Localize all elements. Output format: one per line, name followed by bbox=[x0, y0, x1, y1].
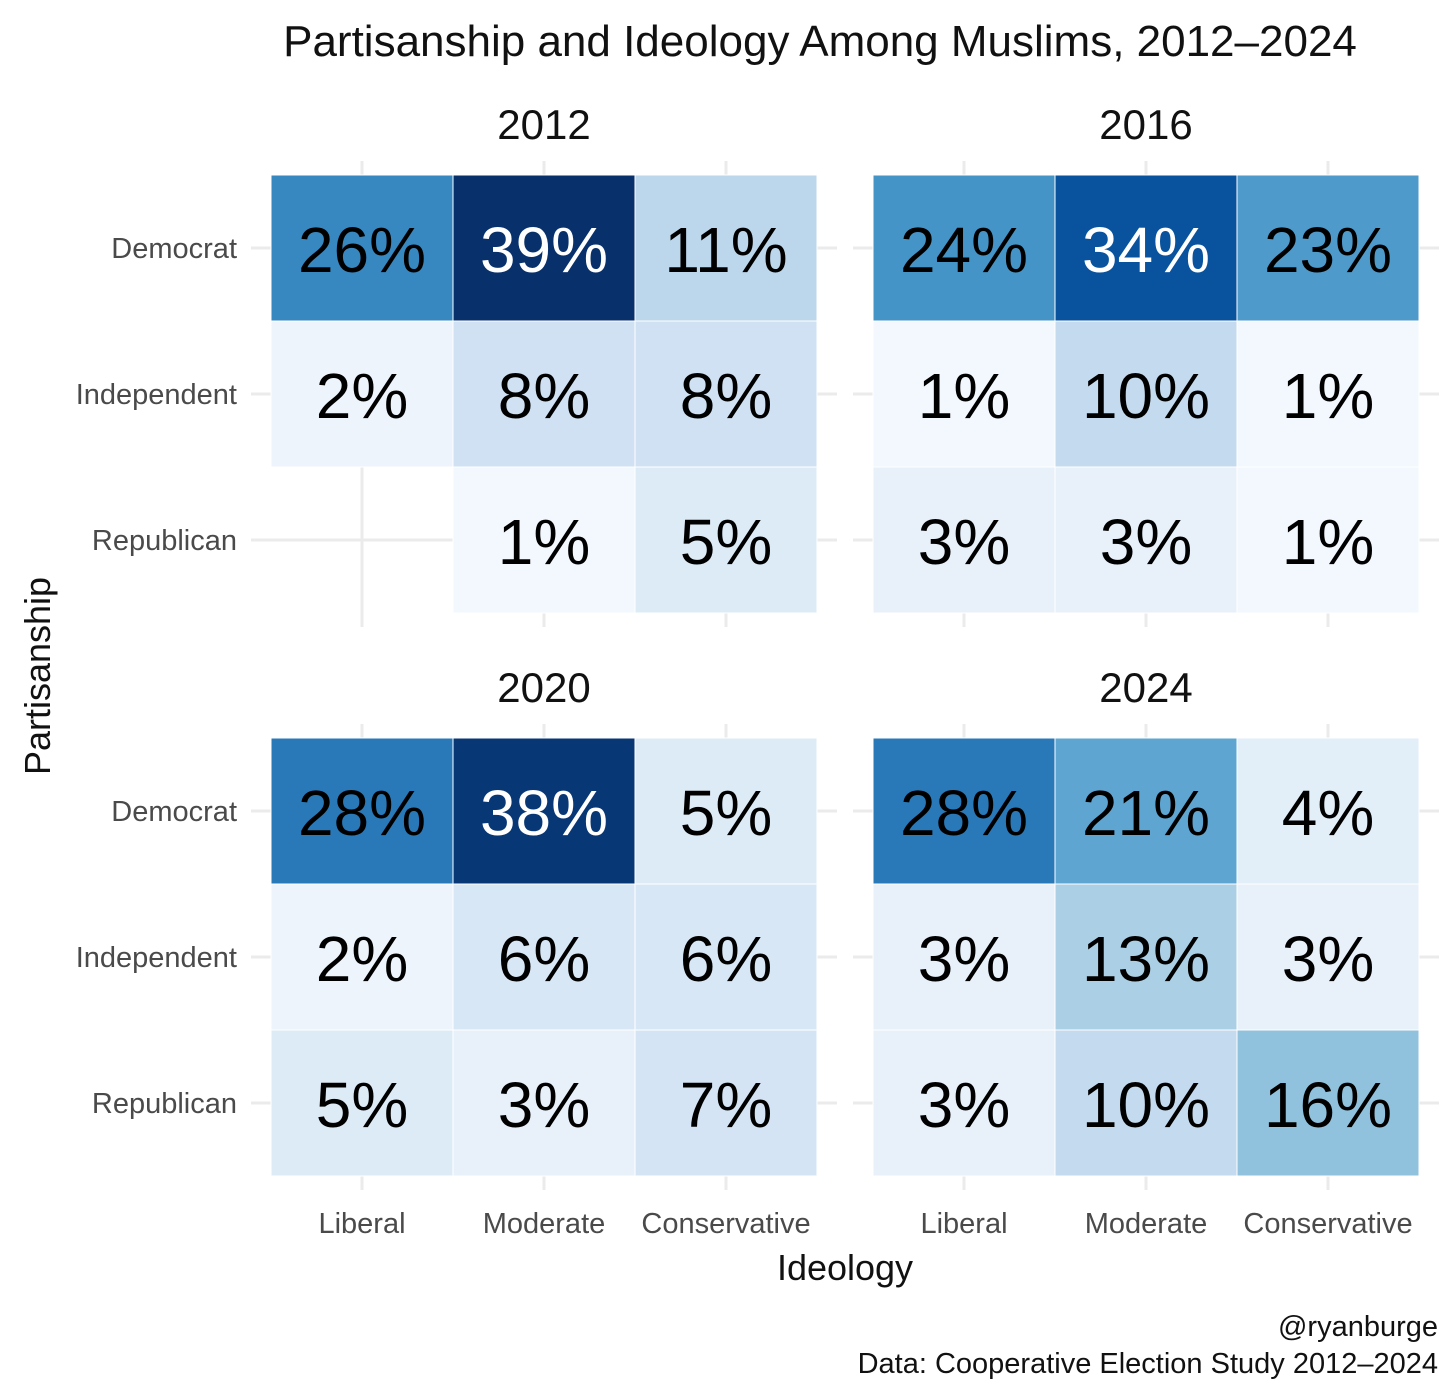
heatmap-tile bbox=[634, 737, 818, 885]
tile-value-label: 11% bbox=[664, 214, 787, 286]
tile-value-label: 10% bbox=[1082, 360, 1210, 432]
heatmap-tile bbox=[634, 1029, 818, 1177]
heatmap-tile bbox=[634, 174, 818, 322]
tile-value-label: 3% bbox=[918, 923, 1011, 995]
tile-value-label: 3% bbox=[1100, 506, 1193, 578]
caption-handle: @ryanburge bbox=[1278, 1311, 1438, 1343]
heatmap-tile bbox=[1054, 174, 1238, 322]
tile-value-label: 6% bbox=[680, 923, 773, 995]
heatmap-tile bbox=[270, 320, 454, 468]
facet-title: 2024 bbox=[1099, 664, 1192, 711]
tile-value-label: 26% bbox=[298, 214, 426, 286]
facet-panel-2024: 2024 28% 21% 4% 3% 13% 3% 3% 10% 16% Liberal Modera… bbox=[853, 664, 1439, 1240]
tile-value-label: 1% bbox=[498, 506, 591, 578]
y-axis-title: Partisanship bbox=[17, 577, 58, 775]
heatmap-tile bbox=[452, 737, 636, 885]
facet-title: 2016 bbox=[1099, 101, 1192, 148]
tile-value-label: 2% bbox=[316, 360, 409, 432]
x-tick-label: Liberal bbox=[318, 1208, 405, 1240]
x-tick-label: Moderate bbox=[1085, 1208, 1208, 1240]
tile-value-label: 10% bbox=[1082, 1069, 1210, 1141]
tile-value-label: 5% bbox=[680, 777, 773, 849]
heatmap-tile bbox=[1236, 1029, 1420, 1177]
heatmap-tile bbox=[1054, 1029, 1238, 1177]
heatmap-tile bbox=[1054, 320, 1238, 468]
tile-value-label: 21% bbox=[1082, 777, 1210, 849]
heatmap-tile bbox=[872, 320, 1056, 468]
heatmap-tile bbox=[872, 466, 1056, 614]
heatmap-tile bbox=[872, 883, 1056, 1031]
tile-value-label: 7% bbox=[680, 1069, 773, 1141]
tile-value-label: 5% bbox=[680, 506, 773, 578]
heatmap-tile bbox=[634, 320, 818, 468]
tile-value-label: 5% bbox=[316, 1069, 409, 1141]
heatmap-tile bbox=[270, 737, 454, 885]
heatmap-tile bbox=[872, 174, 1056, 322]
tile-value-label: 1% bbox=[918, 360, 1011, 432]
heatmap-tile bbox=[452, 1029, 636, 1177]
x-tick-label: Moderate bbox=[483, 1208, 606, 1240]
tile-value-label: 16% bbox=[1264, 1069, 1392, 1141]
tile-value-label: 4% bbox=[1282, 777, 1375, 849]
heatmap-tile bbox=[1236, 737, 1420, 885]
tile-value-label: 2% bbox=[316, 923, 409, 995]
y-tick-label: Democrat bbox=[111, 796, 237, 828]
tile-value-label: 3% bbox=[1282, 923, 1375, 995]
y-tick-label: Independent bbox=[76, 379, 237, 411]
tile-value-label: 28% bbox=[900, 777, 1028, 849]
heatmap-tile bbox=[1236, 174, 1420, 322]
heatmap-tile bbox=[634, 883, 818, 1031]
y-tick-label: Republican bbox=[92, 1088, 237, 1120]
tile-value-label: 8% bbox=[498, 360, 591, 432]
heatmap-tile bbox=[1236, 466, 1420, 614]
tile-value-label: 23% bbox=[1264, 214, 1392, 286]
x-tick-label: Conservative bbox=[1243, 1208, 1412, 1240]
y-tick-label: Democrat bbox=[111, 233, 237, 265]
caption-source: Data: Cooperative Election Study 2012–20… bbox=[858, 1348, 1438, 1380]
y-tick-label: Independent bbox=[76, 942, 237, 974]
x-tick-label: Conservative bbox=[641, 1208, 810, 1240]
facet-title: 2020 bbox=[497, 664, 590, 711]
heatmap-tile bbox=[1236, 883, 1420, 1031]
facet-title: 2012 bbox=[497, 101, 590, 148]
tile-value-label: 6% bbox=[498, 923, 591, 995]
heatmap-tile bbox=[452, 466, 636, 614]
heatmap-tile bbox=[270, 1029, 454, 1177]
heatmap-tile bbox=[270, 883, 454, 1031]
heatmap-tile bbox=[872, 1029, 1056, 1177]
facet-panel-2020: 2020 28% 38% 5% 2% 6% 6% 5% 3% 7% Democrat Independ… bbox=[76, 664, 837, 1240]
tile-value-label: 3% bbox=[918, 1069, 1011, 1141]
facet-panels: 2012 26% 39% 11% 2% 8% 8% 1% 5% Democrat Independe… bbox=[76, 101, 1439, 1240]
heatmap-tile bbox=[1236, 320, 1420, 468]
heatmap-tile bbox=[452, 883, 636, 1031]
tile-value-label: 8% bbox=[680, 360, 773, 432]
heatmap-tile bbox=[1054, 466, 1238, 614]
tile-value-label: 28% bbox=[298, 777, 426, 849]
x-tick-label: Liberal bbox=[920, 1208, 1007, 1240]
y-tick-label: Republican bbox=[92, 525, 237, 557]
tile-value-label: 39% bbox=[480, 214, 608, 286]
tile-value-label: 3% bbox=[498, 1069, 591, 1141]
heatmap-tile bbox=[634, 466, 818, 614]
tile-value-label: 34% bbox=[1082, 214, 1210, 286]
tile-value-label: 1% bbox=[1282, 506, 1375, 578]
tile-value-label: 38% bbox=[480, 777, 608, 849]
facet-panel-2012: 2012 26% 39% 11% 2% 8% 8% 1% 5% Democrat Independe… bbox=[76, 101, 837, 627]
heatmap-tile bbox=[1054, 883, 1238, 1031]
heatmap-tile bbox=[1054, 737, 1238, 885]
chart-title: Partisanship and Ideology Among Muslims,… bbox=[283, 17, 1357, 66]
tile-value-label: 24% bbox=[900, 214, 1028, 286]
tile-value-label: 3% bbox=[918, 506, 1011, 578]
heatmap-tile bbox=[452, 320, 636, 468]
tile-value-label: 13% bbox=[1082, 923, 1210, 995]
facet-panel-2016: 2016 24% 34% 23% 1% 10% 1% 3% 3% 1% bbox=[853, 101, 1439, 627]
x-axis-title: Ideology bbox=[777, 1247, 913, 1288]
tile-value-label: 1% bbox=[1282, 360, 1375, 432]
